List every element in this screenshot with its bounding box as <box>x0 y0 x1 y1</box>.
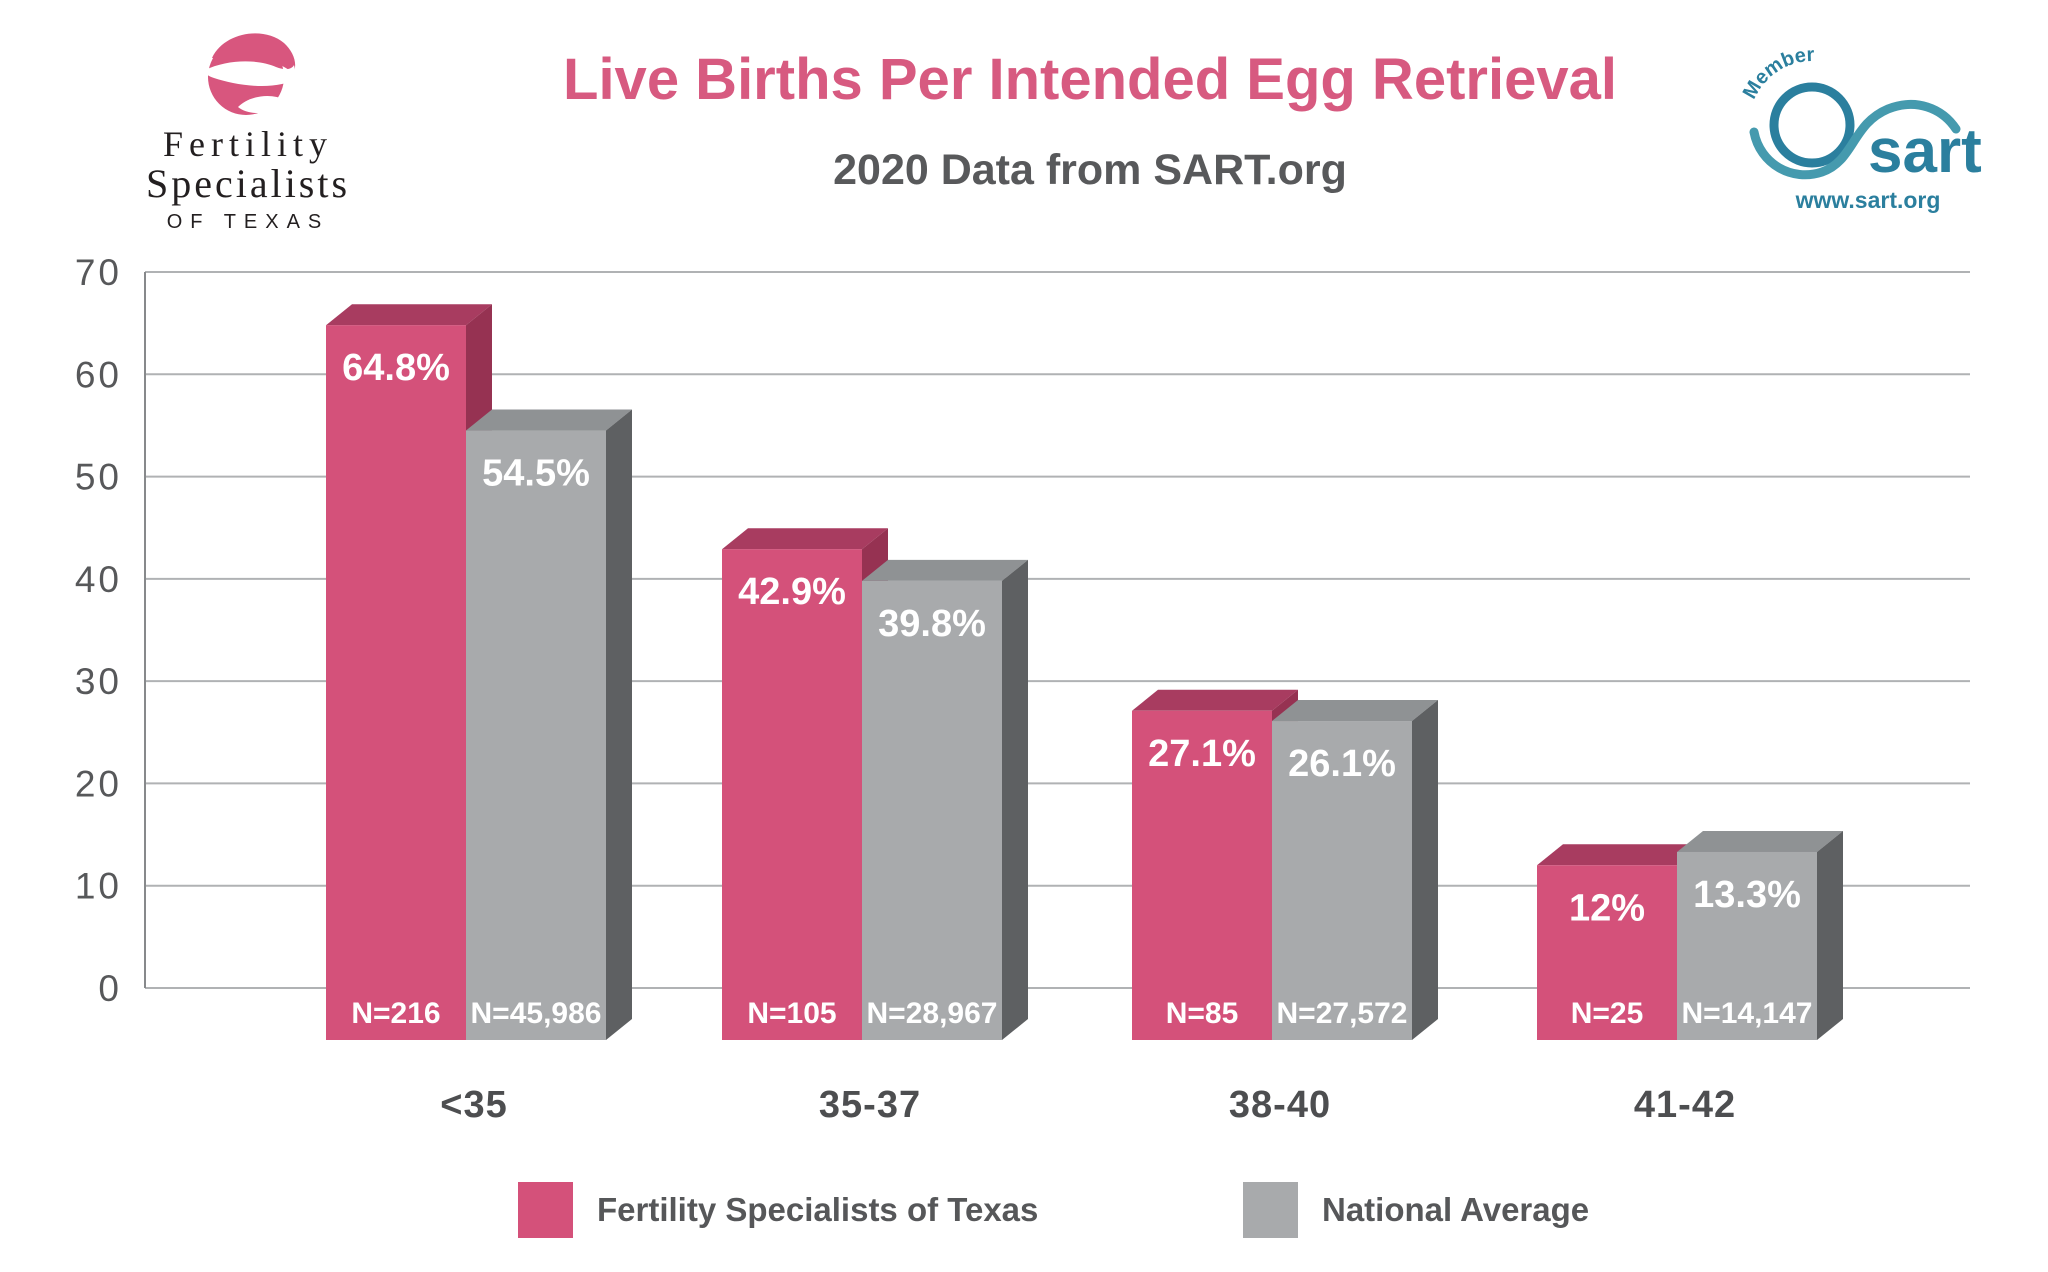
bar-side-national-0 <box>606 409 632 1040</box>
fst-logo-line2: Specialists <box>145 161 351 206</box>
legend-label-national: National Average <box>1322 1191 1590 1228</box>
y-tick-label-0: 0 <box>98 968 122 1009</box>
sart-url: www.sart.org <box>1795 187 1941 213</box>
bar-national-0 <box>466 430 606 1040</box>
y-tick-label-20: 20 <box>75 763 122 804</box>
bar-top-national-1 <box>862 559 1028 581</box>
bar-value-label-national-3: 13.3% <box>1693 874 1801 916</box>
y-tick-label-50: 50 <box>75 457 122 498</box>
bar-n-label-national-0: N=45,986 <box>471 997 602 1030</box>
bar-value-label-national-0: 54.5% <box>482 453 590 495</box>
legend-label-fst: Fertility Specialists of Texas <box>597 1191 1039 1228</box>
bar-top-fst-1 <box>722 528 888 550</box>
bar-fst-1 <box>722 549 862 1040</box>
bar-n-label-fst-0: N=216 <box>351 997 440 1030</box>
bar-value-label-fst-0: 64.8% <box>342 347 450 389</box>
bar-top-fst-3 <box>1537 844 1703 866</box>
bar-side-national-1 <box>1002 559 1028 1040</box>
bar-value-label-national-1: 39.8% <box>878 603 986 645</box>
bar-n-label-national-3: N=14,147 <box>1682 997 1813 1030</box>
bar-side-national-3 <box>1817 830 1843 1040</box>
sart-wordmark: sart <box>1868 117 1982 186</box>
category-label-2: 38-40 <box>1229 1084 1331 1126</box>
bar-top-national-0 <box>466 409 632 431</box>
y-tick-label-40: 40 <box>75 559 122 600</box>
bar-top-fst-2 <box>1132 689 1298 711</box>
fst-logo-line3: OF TEXAS <box>166 211 330 233</box>
legend-swatch-fst <box>518 1182 573 1238</box>
page-subtitle: 2020 Data from SART.org <box>833 145 1347 194</box>
sart-swoosh-icon <box>1749 100 1961 180</box>
bar-top-fst-0 <box>326 304 492 326</box>
legend-swatch-national <box>1243 1182 1298 1238</box>
bar-side-national-2 <box>1412 700 1438 1040</box>
y-tick-label-30: 30 <box>75 661 122 702</box>
y-tick-label-70: 70 <box>75 252 122 293</box>
bar-national-2 <box>1272 721 1412 1040</box>
sart-logo: Member sart www.sart.org <box>1740 44 1982 213</box>
bar-national-1 <box>862 580 1002 1040</box>
bar-fst-0 <box>326 325 466 1040</box>
sart-ring-icon <box>1769 82 1855 168</box>
legend-item-national: National Average <box>1243 1182 1589 1238</box>
fst-logo: Fertility Specialists OF TEXAS <box>112 22 384 232</box>
bar-n-label-fst-2: N=85 <box>1166 997 1239 1030</box>
bar-n-label-national-1: N=28,967 <box>867 997 998 1030</box>
bar-national-3 <box>1677 851 1817 1040</box>
bar-fst-3 <box>1537 865 1677 1040</box>
category-label-1: 35-37 <box>819 1084 921 1126</box>
bar-n-label-fst-1: N=105 <box>747 997 836 1030</box>
bar-value-label-national-2: 26.1% <box>1288 743 1396 785</box>
legend-item-fst: Fertility Specialists of Texas <box>518 1182 1038 1238</box>
fst-logo-line1: Fertility <box>163 124 333 164</box>
bar-value-label-fst-2: 27.1% <box>1148 733 1256 775</box>
category-label-0: <35 <box>440 1084 507 1126</box>
bar-value-label-fst-3: 12% <box>1569 887 1645 929</box>
category-label-3: 41-42 <box>1634 1084 1736 1126</box>
title-block: Live Births Per Intended Egg Retrieval 2… <box>430 47 1750 194</box>
y-tick-label-60: 60 <box>75 354 122 395</box>
bar-top-national-2 <box>1272 700 1438 722</box>
bar-value-label-fst-1: 42.9% <box>738 571 846 613</box>
bar-n-label-fst-3: N=25 <box>1571 997 1644 1030</box>
fst-hands-icon <box>205 33 296 115</box>
page-title: Live Births Per Intended Egg Retrieval <box>563 47 1617 112</box>
bar-n-label-national-2: N=27,572 <box>1277 997 1408 1030</box>
bar-fst-2 <box>1132 710 1272 1040</box>
y-tick-label-10: 10 <box>75 866 122 907</box>
bar-top-national-3 <box>1677 830 1843 852</box>
